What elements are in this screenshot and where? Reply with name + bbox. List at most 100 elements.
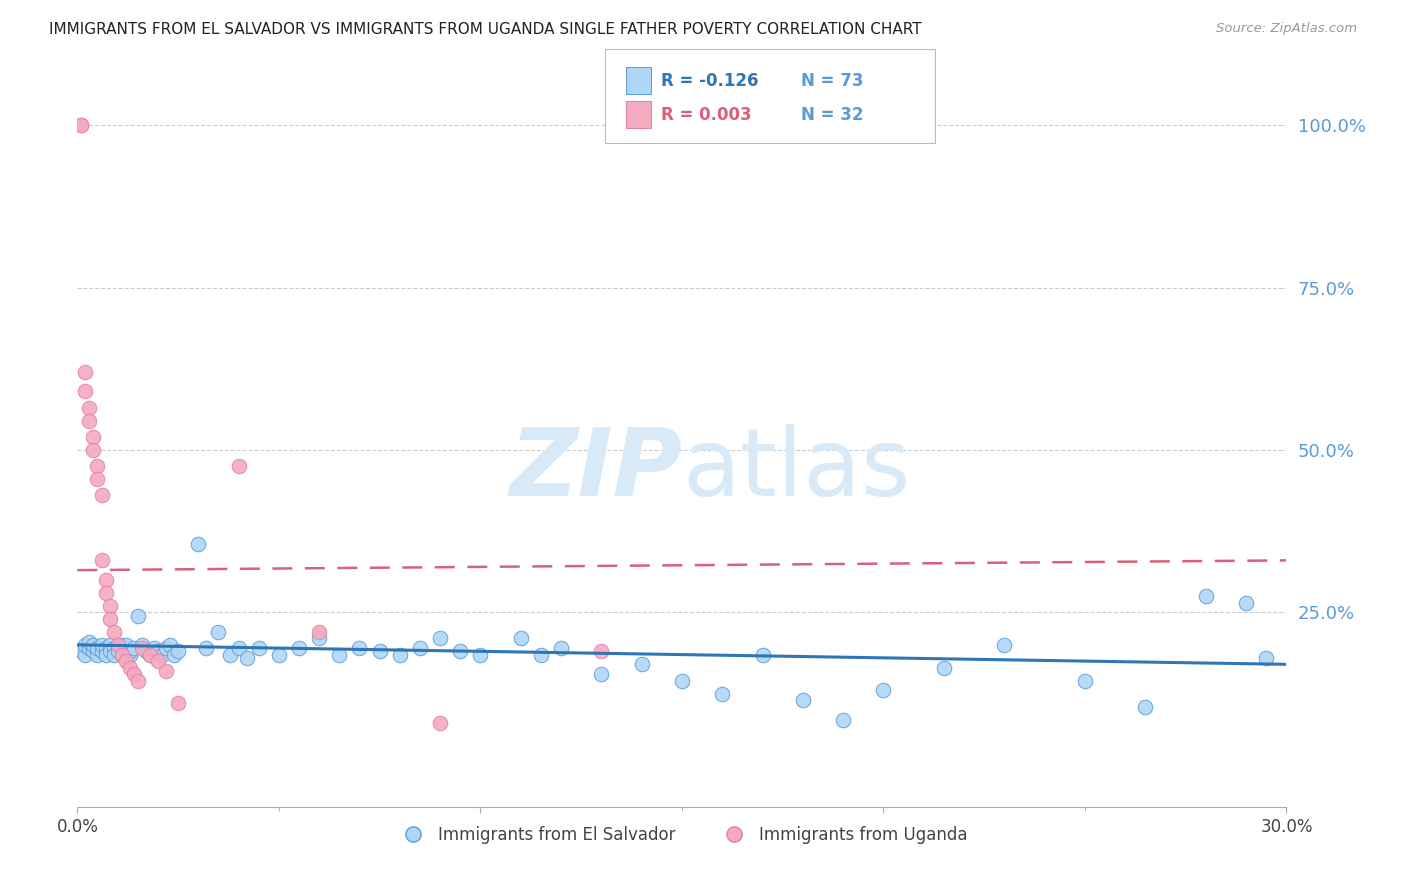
- Point: [247, 641, 270, 656]
- Point: [509, 632, 531, 646]
- Point: [90, 488, 112, 502]
- Point: [1135, 699, 1157, 714]
- Point: [751, 648, 773, 662]
- Point: [79, 401, 101, 415]
- Text: N = 73: N = 73: [801, 71, 863, 89]
- Point: [155, 664, 177, 678]
- Point: [118, 644, 141, 658]
- Point: [449, 644, 471, 658]
- Point: [90, 644, 112, 658]
- Point: [1234, 596, 1257, 610]
- Point: [118, 660, 141, 674]
- Point: [111, 648, 134, 662]
- Text: N = 32: N = 32: [801, 105, 863, 123]
- Point: [591, 667, 613, 681]
- Point: [70, 118, 93, 132]
- Point: [368, 644, 391, 658]
- Point: [98, 638, 121, 652]
- Point: [118, 648, 141, 662]
- Point: [111, 648, 134, 662]
- Point: [90, 638, 112, 652]
- Point: [107, 638, 129, 652]
- Point: [94, 641, 117, 656]
- Point: [187, 537, 209, 551]
- Text: R = 0.003: R = 0.003: [661, 105, 751, 123]
- Point: [127, 673, 149, 688]
- Point: [993, 638, 1015, 652]
- Point: [328, 648, 350, 662]
- Point: [107, 644, 129, 658]
- Point: [82, 430, 104, 444]
- Text: atlas: atlas: [682, 424, 910, 516]
- Point: [550, 641, 572, 656]
- Point: [711, 687, 734, 701]
- Point: [872, 683, 894, 698]
- Point: [195, 641, 218, 656]
- Point: [267, 648, 290, 662]
- Point: [75, 384, 97, 399]
- Point: [86, 472, 108, 486]
- Point: [114, 638, 136, 652]
- Point: [70, 118, 93, 132]
- Point: [1074, 673, 1097, 688]
- Point: [103, 648, 125, 662]
- Point: [167, 696, 190, 710]
- Point: [207, 624, 229, 639]
- Point: [219, 648, 242, 662]
- Point: [792, 693, 814, 707]
- Point: [94, 586, 117, 600]
- Point: [530, 648, 553, 662]
- Point: [429, 632, 451, 646]
- Point: [388, 648, 411, 662]
- Point: [107, 641, 129, 656]
- Point: [98, 612, 121, 626]
- Point: [98, 644, 121, 658]
- Point: [591, 644, 613, 658]
- Text: IMMIGRANTS FROM EL SALVADOR VS IMMIGRANTS FROM UGANDA SINGLE FATHER POVERTY CORR: IMMIGRANTS FROM EL SALVADOR VS IMMIGRANT…: [49, 22, 922, 37]
- Point: [429, 715, 451, 730]
- Point: [228, 641, 250, 656]
- Point: [308, 632, 330, 646]
- Point: [90, 553, 112, 567]
- Point: [75, 648, 97, 662]
- Point: [111, 638, 134, 652]
- Point: [114, 654, 136, 668]
- Text: R = -0.126: R = -0.126: [661, 71, 758, 89]
- Point: [94, 648, 117, 662]
- Point: [75, 365, 97, 379]
- Point: [131, 641, 153, 656]
- Point: [288, 641, 311, 656]
- Point: [1195, 589, 1218, 603]
- Point: [150, 648, 173, 662]
- Point: [131, 638, 153, 652]
- Point: [1256, 650, 1278, 665]
- Point: [82, 638, 104, 652]
- Point: [932, 660, 955, 674]
- Point: [79, 634, 101, 648]
- Point: [79, 641, 101, 656]
- Point: [122, 667, 145, 681]
- Text: Source: ZipAtlas.com: Source: ZipAtlas.com: [1216, 22, 1357, 36]
- Point: [114, 641, 136, 656]
- Point: [79, 414, 101, 428]
- Point: [167, 644, 190, 658]
- Point: [103, 624, 125, 639]
- Point: [163, 648, 186, 662]
- Point: [86, 641, 108, 656]
- Point: [82, 442, 104, 457]
- Point: [86, 459, 108, 474]
- Point: [155, 641, 177, 656]
- Point: [235, 650, 257, 665]
- Point: [122, 641, 145, 656]
- Point: [70, 644, 93, 658]
- Point: [86, 648, 108, 662]
- Point: [142, 641, 165, 656]
- Point: [349, 641, 371, 656]
- Legend: Immigrants from El Salvador, Immigrants from Uganda: Immigrants from El Salvador, Immigrants …: [389, 819, 974, 850]
- Point: [228, 459, 250, 474]
- Point: [832, 713, 855, 727]
- Point: [139, 648, 162, 662]
- Point: [671, 673, 693, 688]
- Point: [470, 648, 492, 662]
- Point: [127, 608, 149, 623]
